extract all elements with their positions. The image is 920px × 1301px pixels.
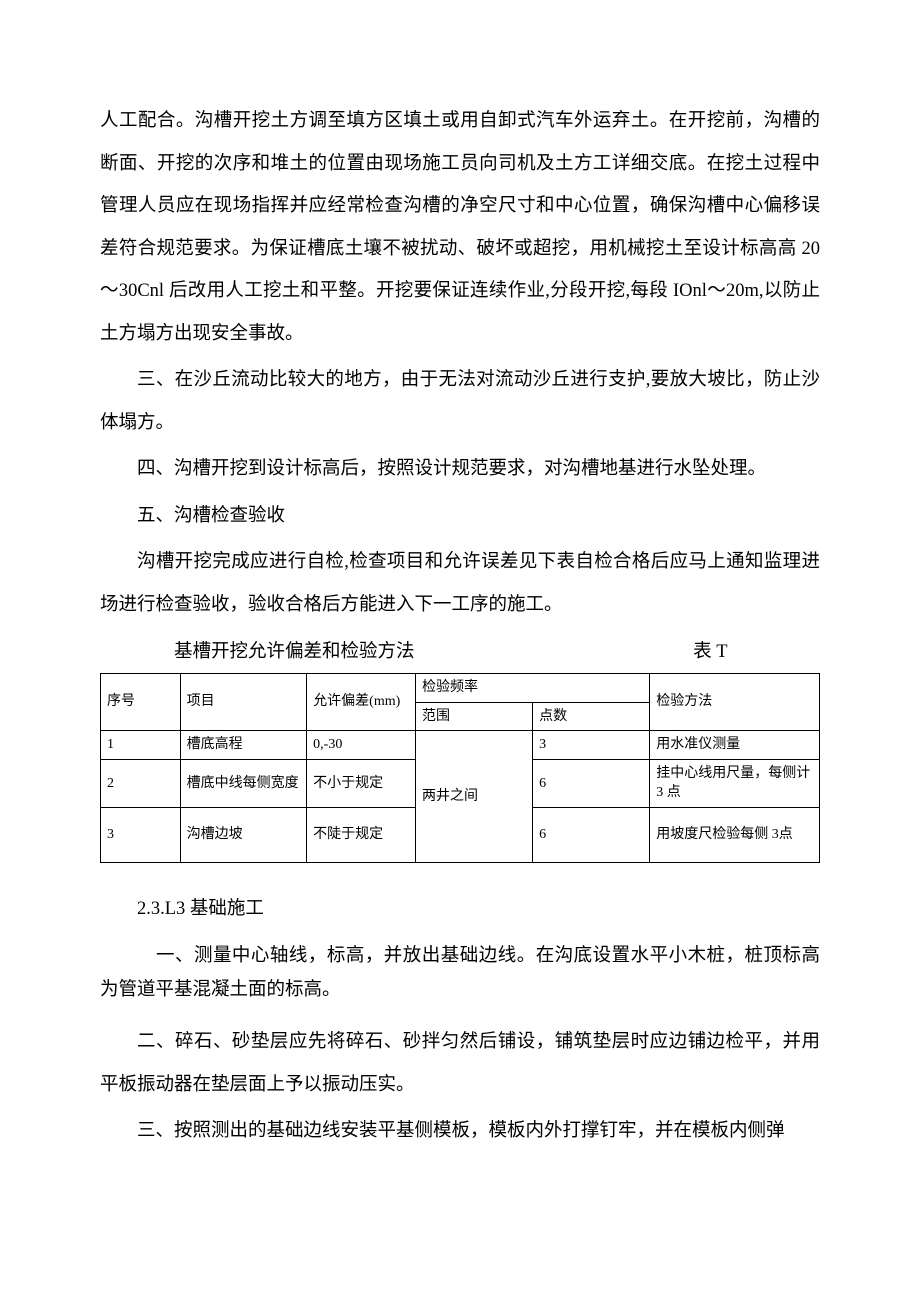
header-seq: 序号 — [101, 674, 181, 731]
table-number: 表 T — [693, 631, 727, 674]
paragraph-2: 三、在沙丘流动比较大的地方，由于无法对流动沙丘进行支护,要放大坡比，防止沙体塌方… — [100, 359, 820, 444]
document-page: 人工配合。沟槽开挖土方调至填方区填土或用自卸式汽车外运弃土。在开挖前，沟槽的断面… — [0, 0, 920, 1217]
cell-scope-merged: 两井之间 — [415, 731, 532, 863]
cell-count: 6 — [533, 759, 650, 807]
cell-method: 挂中心线用尺量，每侧计 3 点 — [650, 759, 820, 807]
cell-count: 6 — [533, 808, 650, 863]
cell-seq: 1 — [101, 731, 181, 760]
section-heading: 2.3.L3 基础施工 — [100, 893, 820, 926]
cell-dev: 0,-30 — [307, 731, 416, 760]
cell-seq: 2 — [101, 759, 181, 807]
table-title: 基槽开挖允许偏差和检验方法 — [174, 631, 415, 674]
cell-dev: 不陡于规定 — [307, 808, 416, 863]
header-deviation: 允许偏差(mm) — [307, 674, 416, 731]
section2-p1: 一、测量中心轴线，标高，并放出基础边线。在沟底设置水平小木桩，桩顶标高为管道平基… — [100, 940, 820, 1007]
cell-seq: 3 — [101, 808, 181, 863]
header-count: 点数 — [533, 702, 650, 731]
section2-p3: 三、按照测出的基础边线安装平基侧模板，模板内外打撑钉牢，并在模板内侧弹 — [100, 1110, 820, 1153]
table-header-row: 序号 项目 允许偏差(mm) 检验频率 检验方法 — [101, 674, 820, 703]
cell-dev: 不小于规定 — [307, 759, 416, 807]
section2-p2: 二、碎石、砂垫层应先将碎石、砂拌匀然后铺设，铺筑垫层时应边铺边检平，并用平板振动… — [100, 1021, 820, 1106]
paragraph-1: 人工配合。沟槽开挖土方调至填方区填土或用自卸式汽车外运弃土。在开挖前，沟槽的断面… — [100, 100, 820, 355]
cell-item: 沟槽边坡 — [180, 808, 307, 863]
cell-item: 槽底中线每侧宽度 — [180, 759, 307, 807]
header-scope: 范围 — [415, 702, 532, 731]
header-method: 检验方法 — [650, 674, 820, 731]
header-item: 项目 — [180, 674, 307, 731]
paragraph-4: 五、沟槽检查验收 — [100, 495, 820, 538]
cell-count: 3 — [533, 731, 650, 760]
header-frequency: 检验频率 — [415, 674, 649, 703]
table-title-row: 基槽开挖允许偏差和检验方法 表 T — [100, 631, 820, 674]
cell-method: 用坡度尺检验每侧 3点 — [650, 808, 820, 863]
table-row: 1 槽底高程 0,-30 两井之间 3 用水准仪测量 — [101, 731, 820, 760]
paragraph-5: 沟槽开挖完成应进行自检,检查项目和允许误差见下表自检合格后应马上通知监理进场进行… — [100, 541, 820, 626]
cell-item: 槽底高程 — [180, 731, 307, 760]
inspection-table: 序号 项目 允许偏差(mm) 检验频率 检验方法 范围 点数 1 槽底高程 0,… — [100, 673, 820, 863]
paragraph-3: 四、沟槽开挖到设计标高后，按照设计规范要求，对沟槽地基进行水坠处理。 — [100, 448, 820, 491]
cell-method: 用水准仪测量 — [650, 731, 820, 760]
